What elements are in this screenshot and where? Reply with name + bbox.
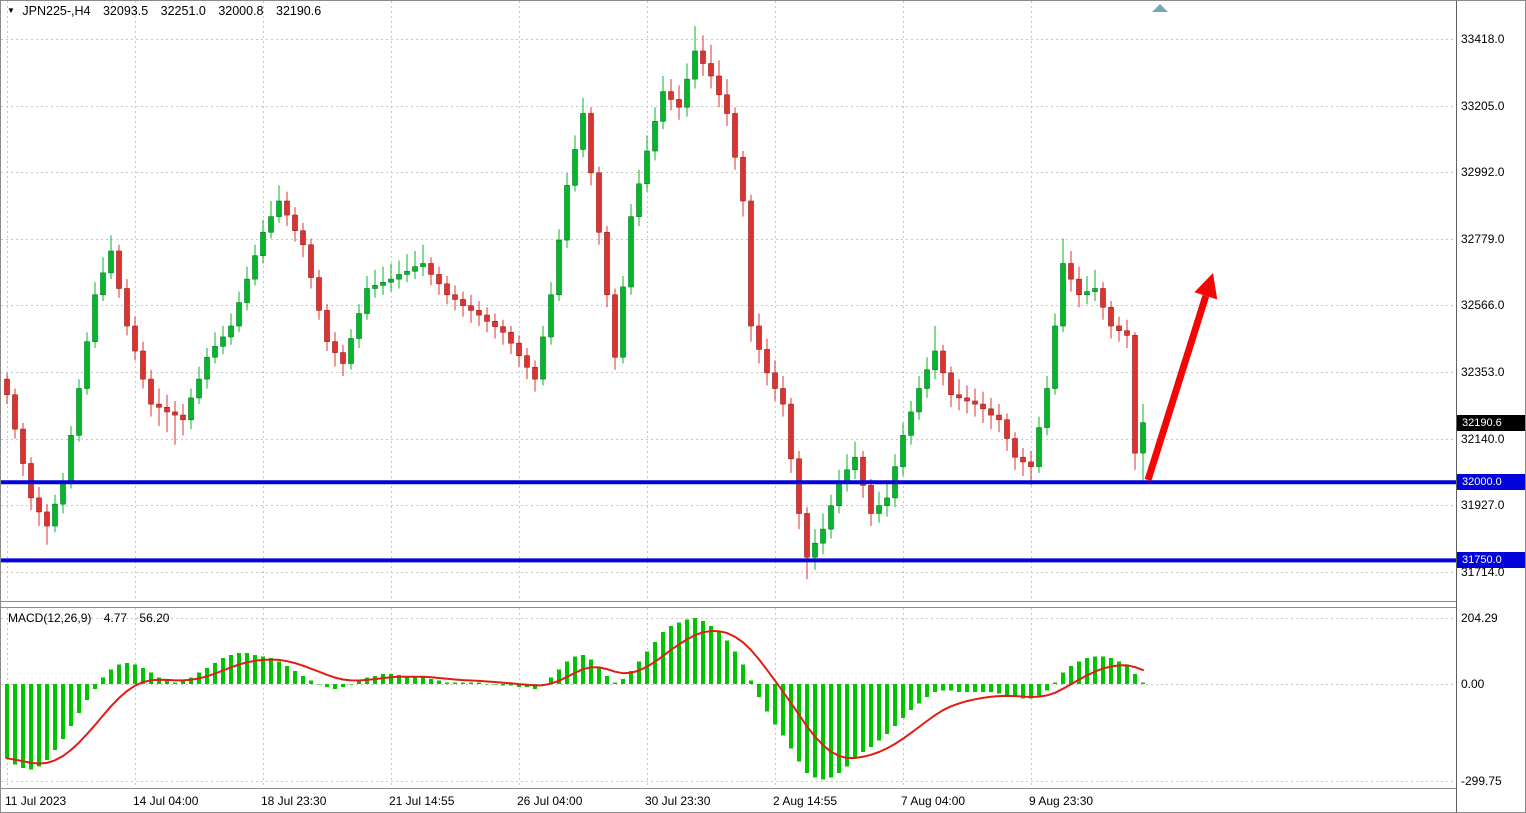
price-axis-label: 32566.0 <box>1461 298 1505 313</box>
macd-grid <box>1 608 1456 788</box>
macd-signal-line <box>6 630 1144 765</box>
macd-axis-label: 204.29 <box>1461 610 1498 625</box>
support-level-badge: 32000.0 <box>1457 474 1525 491</box>
time-axis-label: 2 Aug 14:55 <box>773 794 838 808</box>
macd-legend: MACD(12,26,9) 4.77 56.20 <box>8 611 169 625</box>
price-axis-label: 31927.0 <box>1461 498 1505 513</box>
time-axis-label: 26 Jul 04:00 <box>517 794 583 808</box>
trend-arrow[interactable] <box>1144 273 1218 482</box>
price-axis[interactable]: 33418.0 33205.0 32992.0 32779.0 32566.0 32353… <box>1456 1 1525 812</box>
price-chart-canvas[interactable] <box>1 1 1456 601</box>
symbol-dropdown-icon[interactable]: ▼ <box>7 6 15 15</box>
support-level-badge: 31750.0 <box>1457 552 1525 569</box>
macd-value: 4.77 <box>103 611 128 625</box>
candlesticks <box>4 26 1146 580</box>
macd-panel-canvas[interactable] <box>1 608 1456 788</box>
price-axis-label: 32353.0 <box>1461 364 1505 379</box>
price-grid <box>1 1 1456 601</box>
macd-axis-label: 0.00 <box>1461 676 1485 691</box>
time-axis-label: 14 Jul 04:00 <box>133 794 199 808</box>
close-value: 32190.6 <box>276 4 322 18</box>
open-value: 32093.5 <box>102 4 149 18</box>
panel-splitter[interactable] <box>1 601 1456 608</box>
symbol-period-label: JPN225-,H4 <box>22 4 91 18</box>
time-axis-label: 30 Jul 23:30 <box>645 794 711 808</box>
macd-signal-value: 56.20 <box>139 611 170 625</box>
price-axis-label: 32992.0 <box>1461 165 1505 180</box>
high-value: 32251.0 <box>160 4 206 18</box>
price-axis-label: 32779.0 <box>1461 231 1505 246</box>
low-value: 32000.8 <box>218 4 264 18</box>
price-axis-label: 33418.0 <box>1461 32 1505 47</box>
time-axis-label: 21 Jul 14:55 <box>389 794 455 808</box>
macd-axis-label: -299.75 <box>1461 773 1502 788</box>
time-axis[interactable]: 11 Jul 2023 14 Jul 04:00 18 Jul 23:30 21 Ju… <box>1 788 1456 812</box>
time-axis-label: 9 Aug 23:30 <box>1029 794 1094 808</box>
price-axis-label: 32140.0 <box>1461 431 1505 446</box>
time-axis-label: 7 Aug 04:00 <box>901 794 966 808</box>
time-axis-label: 11 Jul 2023 <box>5 794 67 808</box>
time-axis-label: 18 Jul 23:30 <box>261 794 327 808</box>
chart-legend: ▼ JPN225-,H4 32093.5 32251.0 32000.8 321… <box>7 4 321 18</box>
chart-shift-marker-icon[interactable] <box>1152 4 1168 12</box>
price-axis-label: 33205.0 <box>1461 98 1505 113</box>
current-price-badge: 32190.6 <box>1457 414 1525 431</box>
macd-name-label: MACD(12,26,9) <box>8 611 92 625</box>
